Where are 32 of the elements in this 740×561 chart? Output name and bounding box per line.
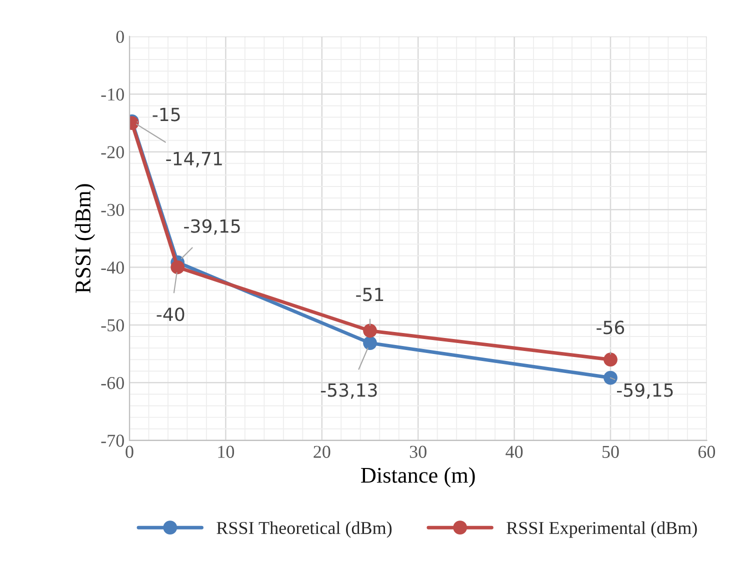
x-tick-label: 40 bbox=[506, 446, 523, 458]
y-tick-label: -50 bbox=[101, 319, 124, 332]
data-label: -51 bbox=[356, 288, 384, 302]
x-tick-label: 0 bbox=[126, 446, 134, 458]
point bbox=[363, 336, 377, 350]
data-label: -59,15 bbox=[617, 383, 673, 399]
data-label: -39,15 bbox=[184, 219, 240, 235]
y-tick-label: -70 bbox=[101, 434, 124, 447]
data-label: -53,13 bbox=[320, 383, 377, 399]
point bbox=[363, 324, 377, 338]
y-axis-title: RSSI (dBm) bbox=[74, 184, 96, 294]
x-tick-label: 50 bbox=[602, 446, 619, 458]
x-tick-label: 10 bbox=[218, 446, 234, 458]
data-label: -14,71 bbox=[166, 152, 222, 168]
data-label: -40 bbox=[156, 307, 184, 322]
legend-label: RSSI Experimental (dBm) bbox=[506, 521, 697, 538]
x-tick-label: 30 bbox=[410, 446, 426, 458]
point bbox=[604, 352, 618, 367]
y-tick-label: 0 bbox=[116, 30, 124, 43]
data-label: -56 bbox=[596, 320, 624, 334]
point bbox=[170, 260, 185, 274]
y-tick-label: -30 bbox=[101, 204, 124, 216]
legend-label: RSSI Theoretical (dBm) bbox=[216, 521, 392, 538]
y-tick-label: -20 bbox=[101, 146, 124, 158]
x-tick-label: 60 bbox=[698, 446, 716, 458]
data-label: -15 bbox=[152, 108, 180, 122]
y-tick-label: -60 bbox=[101, 376, 124, 390]
x-tick-label: 20 bbox=[314, 446, 330, 458]
point bbox=[604, 370, 618, 385]
y-tick-label: -10 bbox=[101, 88, 124, 101]
y-tick-label: -40 bbox=[101, 262, 124, 274]
x-axis-title: Distance (m) bbox=[361, 467, 475, 488]
